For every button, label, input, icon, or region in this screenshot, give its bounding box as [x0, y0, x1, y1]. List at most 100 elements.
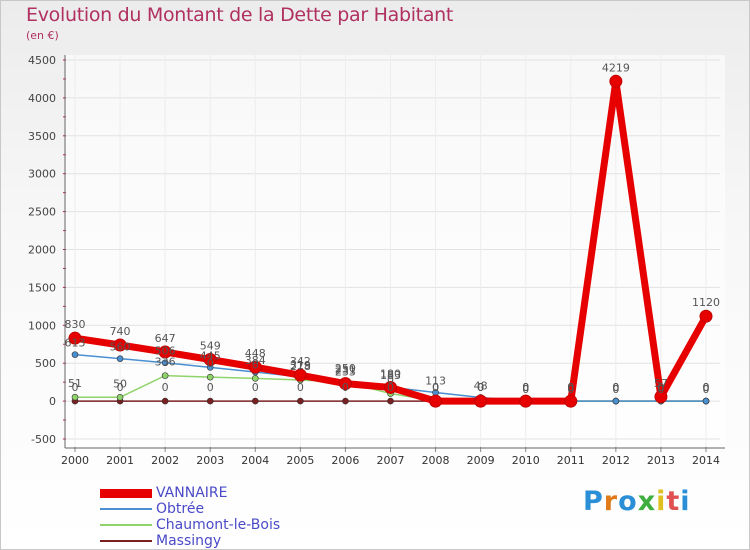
data-label-chaumont-le-bois: 0 — [387, 374, 394, 387]
data-point-massingy — [206, 397, 214, 405]
data-label-chaumont-le-bois: 0 — [567, 381, 574, 394]
data-point-vannaire — [519, 394, 533, 408]
data-label-obtrée: 319 — [290, 359, 311, 372]
legend: VANNAIRE Obtrée Chaumont-le-Bois Massing… — [100, 485, 280, 549]
data-point-obtrée — [612, 397, 620, 405]
data-label-vannaire: 0 — [522, 381, 529, 394]
x-tick-label: 2013 — [647, 454, 675, 467]
y-tick-label: 2500 — [28, 206, 56, 219]
data-label-chaumont-le-bois: 0 — [252, 358, 259, 371]
data-label-massingy: 0 — [657, 381, 664, 394]
data-label-vannaire: 4219 — [602, 61, 630, 74]
data-label-vannaire: 647 — [155, 332, 176, 345]
data-point-massingy — [297, 397, 304, 405]
data-label-massingy: 0 — [207, 381, 214, 394]
data-label-obtrée: 233 — [335, 365, 356, 378]
data-point-vannaire — [68, 331, 82, 345]
proxiti-logo: Proxiti — [583, 486, 691, 517]
data-label-vannaire: 0 — [477, 381, 484, 394]
legend-label-massingy: Massingy — [156, 532, 222, 549]
data-point-vannaire — [384, 380, 397, 394]
legend-item-obtree: Obtrée — [100, 501, 280, 517]
data-point-vannaire — [203, 352, 217, 366]
data-point-massingy — [387, 397, 394, 405]
data-label-obtrée: 506 — [155, 345, 176, 358]
legend-label-obtree: Obtrée — [156, 500, 205, 517]
x-tick-label: 2004 — [241, 454, 269, 467]
y-tick-label: 4000 — [28, 92, 56, 105]
legend-item-massingy: Massingy — [100, 533, 280, 549]
x-tick-label: 2006 — [331, 454, 359, 467]
data-point-obtrée — [702, 397, 710, 405]
data-label-obtrée: 384 — [245, 354, 266, 367]
data-label-chaumont-le-bois: 0 — [477, 381, 484, 394]
x-tick-label: 2010 — [512, 454, 540, 467]
data-label-chaumont-le-bois: 0 — [703, 381, 710, 394]
data-label-chaumont-le-bois: 0 — [657, 381, 664, 394]
data-label-vannaire: 342 — [290, 355, 311, 368]
legend-label-chaumont: Chaumont-le-Bois — [156, 516, 281, 533]
data-label-vannaire: 549 — [200, 339, 221, 352]
data-point-obtrée — [71, 351, 79, 358]
data-label-vannaire: 0 — [432, 381, 439, 394]
x-tick-label: 2007 — [377, 454, 405, 467]
data-label-vannaire: 231 — [335, 364, 356, 377]
y-tick-label: -500 — [31, 433, 56, 446]
data-label-massingy: 0 — [387, 381, 394, 394]
y-tick-label: 3500 — [28, 130, 56, 143]
data-label-obtrée: 0 — [657, 383, 664, 396]
data-point-obtrée — [116, 355, 124, 362]
data-label-chaumont-le-bois: 0 — [522, 381, 529, 394]
data-point-massingy — [342, 397, 349, 405]
data-label-chaumont-le-bois: 0 — [207, 357, 214, 370]
data-label-massingy: 0 — [297, 381, 304, 394]
x-tick-label: 2005 — [286, 454, 314, 467]
data-point-vannaire — [158, 345, 172, 359]
data-label-vannaire: 448 — [245, 347, 266, 360]
data-point-massingy — [161, 397, 169, 405]
y-tick-label: 1500 — [28, 281, 56, 294]
data-point-vannaire — [609, 74, 623, 88]
legend-item-vannaire: VANNAIRE — [100, 485, 280, 501]
data-label-massingy: 0 — [72, 381, 79, 394]
chart-title: Evolution du Montant de la Dette par Hab… — [26, 4, 454, 26]
data-point-chaumont-le-bois — [71, 393, 79, 401]
data-label-obtrée: 560 — [110, 341, 131, 354]
y-tick-label: 500 — [35, 357, 56, 370]
data-point-vannaire — [113, 338, 127, 352]
data-point-chaumont-le-bois — [251, 375, 259, 382]
data-label-chaumont-le-bois: 51 — [68, 377, 82, 390]
data-point-chaumont-le-bois — [116, 394, 124, 401]
data-label-vannaire: 830 — [65, 318, 86, 331]
data-label-chaumont-le-bois: 336 — [155, 356, 176, 369]
legend-label-vannaire: VANNAIRE — [156, 484, 228, 501]
data-label-obtrée: 613 — [65, 337, 86, 350]
y-tick-label: 2000 — [28, 244, 56, 257]
data-label-obtrée: 113 — [425, 375, 446, 388]
x-tick-label: 2014 — [692, 454, 720, 467]
x-tick-label: 2009 — [467, 454, 495, 467]
legend-swatch-vannaire — [100, 488, 152, 498]
x-tick-label: 2012 — [602, 454, 630, 467]
data-point-vannaire — [338, 377, 352, 391]
x-tick-label: 2001 — [106, 454, 134, 467]
data-point-vannaire — [564, 394, 578, 408]
data-label-vannaire: 0 — [567, 381, 574, 394]
x-tick-label: 2003 — [196, 454, 224, 467]
y-tick-label: 0 — [49, 395, 56, 408]
data-label-chaumont-le-bois: 50 — [113, 377, 127, 390]
data-point-vannaire — [474, 394, 488, 408]
data-point-vannaire — [293, 368, 307, 382]
data-label-massingy: 0 — [703, 381, 710, 394]
data-label-massingy: 0 — [162, 381, 169, 394]
data-label-massingy: 0 — [252, 381, 259, 394]
legend-swatch-obtree — [100, 508, 152, 510]
data-label-massingy: 0 — [432, 381, 439, 394]
data-label-chaumont-le-bois: 278 — [290, 360, 311, 373]
data-point-chaumont-le-bois — [161, 372, 169, 379]
data-label-vannaire: 740 — [110, 325, 131, 338]
x-tick-label: 2002 — [151, 454, 179, 467]
x-tick-label: 2011 — [557, 454, 585, 467]
data-label-chaumont-le-bois: 250 — [335, 362, 356, 375]
